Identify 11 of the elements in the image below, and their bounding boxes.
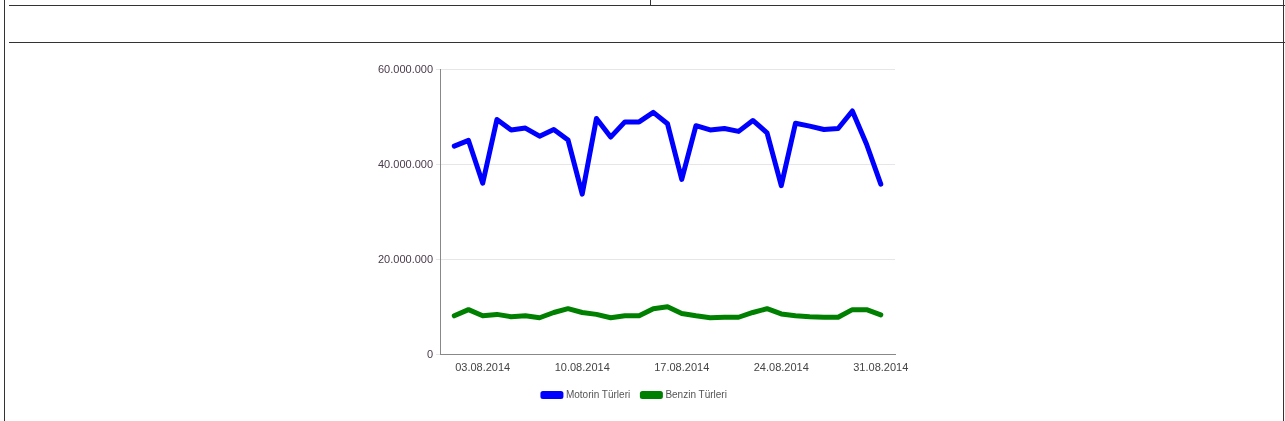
x-tick-label: 31.08.2014 bbox=[853, 361, 909, 374]
x-tick-label: 17.08.2014 bbox=[654, 361, 710, 374]
y-tick-label: 60.000.000 bbox=[377, 62, 434, 75]
x-tick-label: 03.08.2014 bbox=[455, 361, 511, 374]
legend-label: Benzin Türleri bbox=[665, 388, 727, 400]
x-tick-label: 10.08.2014 bbox=[554, 361, 610, 374]
y-tick-label: 20.000.000 bbox=[377, 252, 434, 265]
legend-label: Motorin Türleri bbox=[565, 388, 631, 400]
y-tick-label: 0 bbox=[426, 347, 434, 360]
x-tick-label: 24.08.2014 bbox=[753, 361, 809, 374]
y-tick-label: 40.000.000 bbox=[377, 157, 434, 170]
